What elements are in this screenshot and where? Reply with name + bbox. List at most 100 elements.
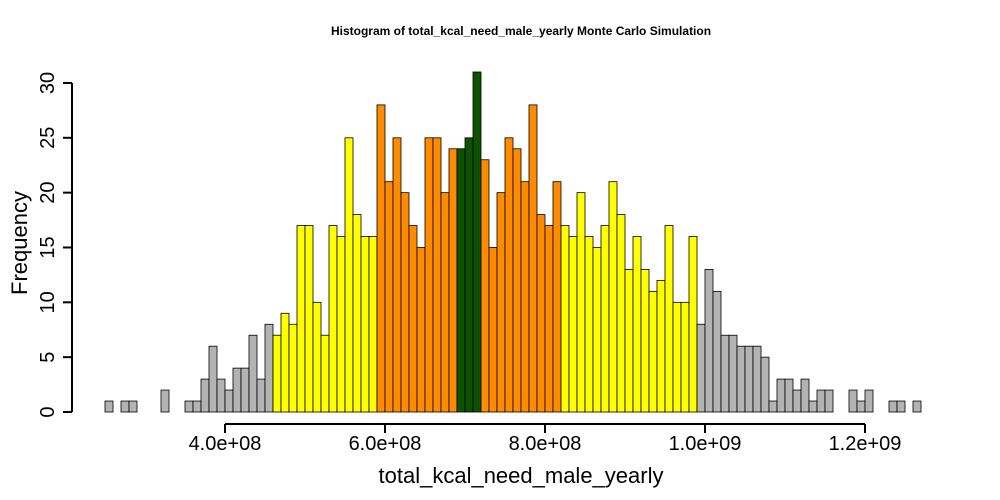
histogram-bar: [264, 323, 274, 413]
histogram-bar: [408, 225, 418, 413]
histogram-bar: [512, 148, 522, 413]
histogram-bar: [640, 269, 650, 413]
histogram-bar: [464, 137, 474, 413]
y-tick-label: 20: [37, 182, 59, 204]
histogram-bar: [456, 148, 466, 413]
histogram-bar: [280, 312, 290, 413]
histogram-bar: [584, 236, 594, 413]
histogram-bar: [296, 225, 306, 413]
histogram-bar: [720, 334, 730, 413]
x-tick-label: 8.0e+08: [509, 433, 582, 455]
histogram-bar: [520, 181, 530, 413]
bars-group: [104, 71, 922, 413]
histogram-bar: [680, 301, 690, 413]
histogram-bar: [632, 236, 642, 413]
histogram-bar: [496, 192, 506, 413]
histogram-bar: [216, 378, 226, 413]
y-tick-label: 0: [37, 406, 59, 417]
histogram-bar: [336, 236, 346, 413]
histogram-bar: [816, 389, 826, 413]
y-tick-label: 5: [37, 352, 59, 363]
histogram-bar: [712, 290, 722, 413]
chart-title: Histogram of total_kcal_need_male_yearly…: [331, 24, 711, 38]
histogram-bar: [424, 137, 434, 413]
histogram-bar: [256, 378, 266, 413]
histogram-bar: [696, 323, 706, 413]
histogram-bar: [400, 192, 410, 413]
histogram-bar: [672, 301, 682, 413]
histogram-bar: [736, 345, 746, 413]
histogram-bar: [768, 400, 778, 413]
histogram-bar: [888, 400, 898, 413]
x-tick-label: 6.0e+08: [349, 433, 422, 455]
histogram-bar: [360, 236, 370, 413]
histogram-bar: [416, 247, 426, 413]
histogram-bar: [288, 323, 298, 413]
histogram-bar: [312, 301, 322, 413]
y-tick-label: 15: [37, 236, 59, 258]
histogram-bar: [192, 400, 202, 413]
histogram-bar: [824, 389, 834, 413]
histogram-bar: [344, 137, 354, 413]
histogram-bar: [792, 389, 802, 413]
histogram-bar: [328, 225, 338, 413]
histogram-bar: [440, 192, 450, 413]
histogram-bar: [232, 367, 242, 413]
y-axis-label: Frequency: [7, 191, 32, 295]
histogram-bar: [856, 400, 866, 413]
histogram-bar: [752, 345, 762, 413]
histogram-bar: [376, 104, 386, 413]
histogram-bar: [864, 389, 874, 413]
y-axis: 0 5 10 15 20 25 30: [37, 72, 73, 418]
histogram-bar: [592, 247, 602, 413]
histogram-bar: [480, 159, 490, 413]
histogram-bar: [728, 334, 738, 413]
histogram-bar: [784, 378, 794, 413]
histogram-bar: [392, 137, 402, 413]
histogram-bar: [544, 225, 554, 413]
histogram-bar: [912, 400, 922, 413]
histogram-bar: [504, 137, 514, 413]
histogram-bar: [760, 356, 770, 413]
histogram-bar: [608, 181, 618, 413]
histogram-bar: [576, 192, 586, 413]
histogram-bar: [536, 214, 546, 413]
histogram-bar: [776, 378, 786, 413]
histogram-bar: [704, 269, 714, 413]
histogram-bar: [568, 236, 578, 413]
histogram-bar: [120, 400, 130, 413]
y-tick-label: 30: [37, 72, 59, 94]
x-axis-label: total_kcal_need_male_yearly: [379, 463, 664, 488]
histogram-bar: [160, 389, 170, 413]
histogram-bar: [184, 400, 194, 413]
x-axis: 4.0e+08 6.0e+08 8.0e+08 1.0e+09 1.2e+09: [189, 423, 901, 455]
histogram-bar: [448, 148, 458, 413]
histogram-bar: [272, 334, 282, 413]
histogram-bar: [320, 334, 330, 413]
histogram-bar: [744, 345, 754, 413]
histogram-bar: [616, 214, 626, 413]
histogram-bar: [848, 389, 858, 413]
histogram-bar: [352, 214, 362, 413]
histogram-bar: [240, 367, 250, 413]
histogram-bar: [800, 378, 810, 413]
histogram-bar: [472, 71, 482, 413]
histogram-bar: [656, 279, 666, 413]
histogram-bar: [368, 236, 378, 413]
histogram-bar: [688, 236, 698, 413]
histogram-bar: [224, 389, 234, 413]
histogram-bar: [528, 104, 538, 413]
y-tick-label: 10: [37, 291, 59, 313]
histogram-bar: [624, 269, 634, 413]
histogram-bar: [104, 400, 114, 413]
histogram-bar: [488, 247, 498, 413]
histogram-bar: [664, 225, 674, 413]
y-tick-label: 25: [37, 127, 59, 149]
histogram-bar: [384, 181, 394, 413]
x-tick-label: 1.0e+09: [669, 433, 742, 455]
histogram-bar: [304, 225, 314, 413]
histogram-bar: [432, 137, 442, 413]
histogram-bar: [208, 345, 218, 413]
histogram-bar: [648, 290, 658, 413]
